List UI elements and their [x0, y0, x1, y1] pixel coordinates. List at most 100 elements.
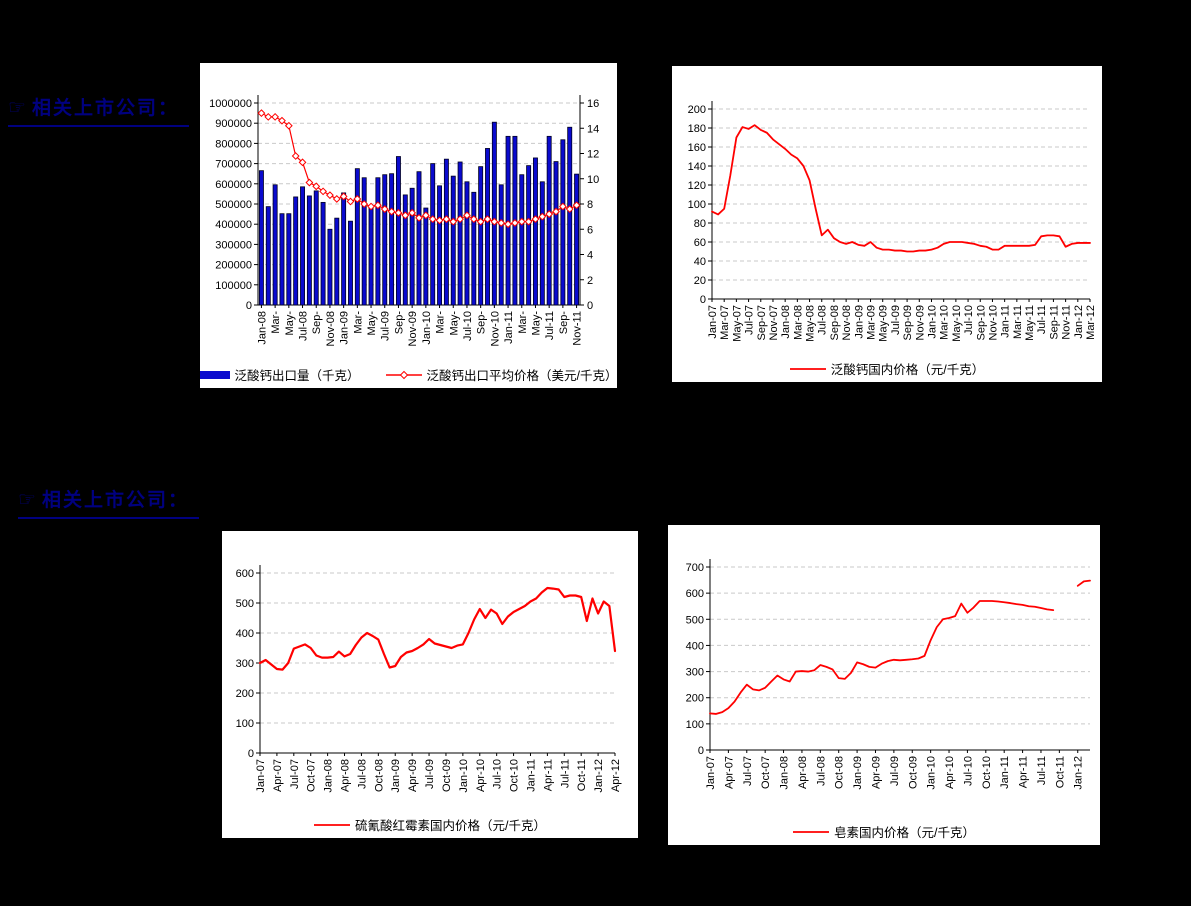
svg-text:400000: 400000: [215, 219, 252, 231]
svg-text:Mar-: Mar-: [270, 311, 282, 334]
svg-text:May-11: May-11: [1024, 305, 1036, 341]
svg-text:Nov-10: Nov-10: [987, 305, 999, 340]
svg-text:Apr-07: Apr-07: [723, 756, 735, 789]
svg-text:Apr-07: Apr-07: [272, 759, 284, 792]
svg-text:May-07: May-07: [731, 305, 743, 342]
line-diamond-series-swatch: [385, 370, 422, 379]
svg-text:200: 200: [236, 688, 254, 700]
svg-text:Jul-07: Jul-07: [744, 305, 756, 335]
svg-text:Mar-11: Mar-11: [1012, 305, 1024, 339]
svg-text:6: 6: [587, 224, 593, 236]
chart-panel-pantothenate-domestic: 0 20 40 60 80 100 120 140 160 180 200 Jan-07 Mar-07 M…: [672, 66, 1102, 382]
svg-text:Jul-11: Jul-11: [559, 759, 571, 788]
bar-line-chart: 0 100000 200000 300000 400000 500000 600000 700…: [209, 95, 599, 346]
svg-text:Jan-07: Jan-07: [705, 756, 717, 790]
svg-text:May-: May-: [366, 311, 378, 336]
line-chart: 0 100 200 300 400 500 600 700 Jan-07 Apr-07 Jul-07…: [686, 559, 1091, 790]
svg-text:160: 160: [688, 142, 706, 154]
svg-text:700000: 700000: [215, 159, 252, 171]
svg-text:100: 100: [236, 718, 254, 730]
legend-label: 泛酸钙出口量（千克）: [234, 369, 360, 383]
svg-text:600: 600: [686, 588, 704, 600]
svg-text:May-09: May-09: [878, 305, 890, 342]
chart-legend: 泛酸钙国内价格（元/千克）: [672, 359, 1102, 378]
legend-item-domestic-price: 泛酸钙国内价格（元/千克）: [789, 359, 984, 378]
svg-text:Jan-08: Jan-08: [323, 759, 335, 793]
svg-text:300: 300: [236, 658, 254, 670]
svg-text:Apr-11: Apr-11: [542, 759, 554, 791]
svg-text:Oct-08: Oct-08: [373, 759, 385, 792]
svg-text:700: 700: [686, 562, 704, 574]
svg-text:Nov-08: Nov-08: [841, 305, 853, 340]
svg-text:May-08: May-08: [805, 305, 817, 342]
svg-text:Apr-08: Apr-08: [797, 756, 809, 789]
svg-text:May-10: May-10: [951, 305, 963, 342]
legend-item-erythromycin-price: 硫氰酸红霉素国内价格（元/千克）: [314, 815, 546, 834]
svg-text:Jan-12: Jan-12: [593, 759, 605, 793]
svg-text:Sep-08: Sep-08: [829, 305, 841, 340]
svg-text:0: 0: [700, 294, 706, 306]
line-series-swatch: [789, 367, 826, 370]
svg-text:Jan-10: Jan-10: [458, 759, 470, 793]
svg-text:Jul-08: Jul-08: [356, 759, 368, 789]
svg-text:Nov-11: Nov-11: [572, 311, 584, 346]
svg-text:500: 500: [236, 598, 254, 610]
svg-text:Jan-12: Jan-12: [1073, 305, 1085, 339]
svg-text:100: 100: [688, 199, 706, 211]
svg-text:Jan-11: Jan-11: [1000, 305, 1012, 338]
svg-text:Apr-09: Apr-09: [407, 759, 419, 792]
svg-text:200: 200: [688, 104, 706, 116]
section-heading-1: ☞ 相关上市公司：: [8, 93, 189, 127]
svg-text:Apr-11: Apr-11: [1018, 756, 1030, 788]
svg-text:Sep-09: Sep-09: [902, 305, 914, 340]
svg-text:Jan-09: Jan-09: [339, 311, 351, 345]
svg-text:Apr-09: Apr-09: [870, 756, 882, 789]
svg-text:Jul-11: Jul-11: [1036, 756, 1048, 785]
svg-text:Sep-11: Sep-11: [1048, 305, 1060, 340]
svg-text:Nov-11: Nov-11: [1061, 305, 1073, 340]
svg-text:Jul-07: Jul-07: [289, 759, 301, 789]
svg-text:Sep-: Sep-: [558, 311, 570, 335]
svg-text:Oct-11: Oct-11: [1054, 756, 1066, 788]
svg-text:400: 400: [686, 640, 704, 652]
svg-text:60: 60: [694, 237, 706, 249]
line-series-swatch: [314, 823, 350, 826]
svg-text:40: 40: [694, 256, 706, 268]
svg-text:May-: May-: [284, 311, 296, 336]
svg-text:Jan-10: Jan-10: [926, 756, 938, 790]
svg-text:Sep-: Sep-: [393, 311, 405, 335]
svg-text:600: 600: [236, 568, 254, 580]
svg-text:Nov-10: Nov-10: [489, 311, 501, 346]
svg-text:Oct-09: Oct-09: [441, 759, 453, 792]
svg-text:Sep-: Sep-: [311, 311, 323, 335]
svg-text:Jan-10: Jan-10: [421, 311, 433, 345]
svg-text:4: 4: [587, 250, 593, 262]
svg-text:Jul-09: Jul-09: [380, 311, 392, 341]
svg-text:0: 0: [248, 748, 254, 760]
svg-text:Jan-08: Jan-08: [780, 305, 792, 339]
svg-text:0: 0: [587, 300, 593, 312]
svg-text:Sep-: Sep-: [476, 311, 488, 335]
svg-text:Nov-09: Nov-09: [407, 311, 419, 346]
svg-text:200000: 200000: [215, 260, 252, 272]
svg-text:Oct-07: Oct-07: [760, 756, 772, 789]
pointing-hand-icon: ☞: [8, 97, 28, 119]
svg-text:12: 12: [587, 149, 599, 161]
svg-text:100000: 100000: [215, 280, 252, 292]
svg-text:Jul-08: Jul-08: [817, 305, 829, 335]
legend-item-export-volume: 泛酸钙出口量（千克）: [199, 365, 360, 384]
svg-text:180: 180: [688, 123, 706, 135]
chart-legend: 泛酸钙出口量（千克） 泛酸钙出口平均价格（美元/千克）: [199, 365, 618, 384]
svg-text:Jan-09: Jan-09: [390, 759, 402, 793]
svg-text:Mar-: Mar-: [352, 311, 364, 334]
pointing-hand-icon: ☞: [18, 489, 38, 511]
svg-text:Jul-10: Jul-10: [962, 756, 974, 786]
line-series-swatch: [793, 830, 829, 833]
legend-label: 泛酸钙出口平均价格（美元/千克）: [426, 369, 618, 383]
svg-text:20: 20: [694, 275, 706, 287]
svg-text:Jan-08: Jan-08: [779, 756, 791, 790]
svg-text:14: 14: [587, 123, 599, 135]
svg-text:Apr-10: Apr-10: [475, 759, 487, 792]
svg-text:Nov-08: Nov-08: [325, 311, 337, 346]
